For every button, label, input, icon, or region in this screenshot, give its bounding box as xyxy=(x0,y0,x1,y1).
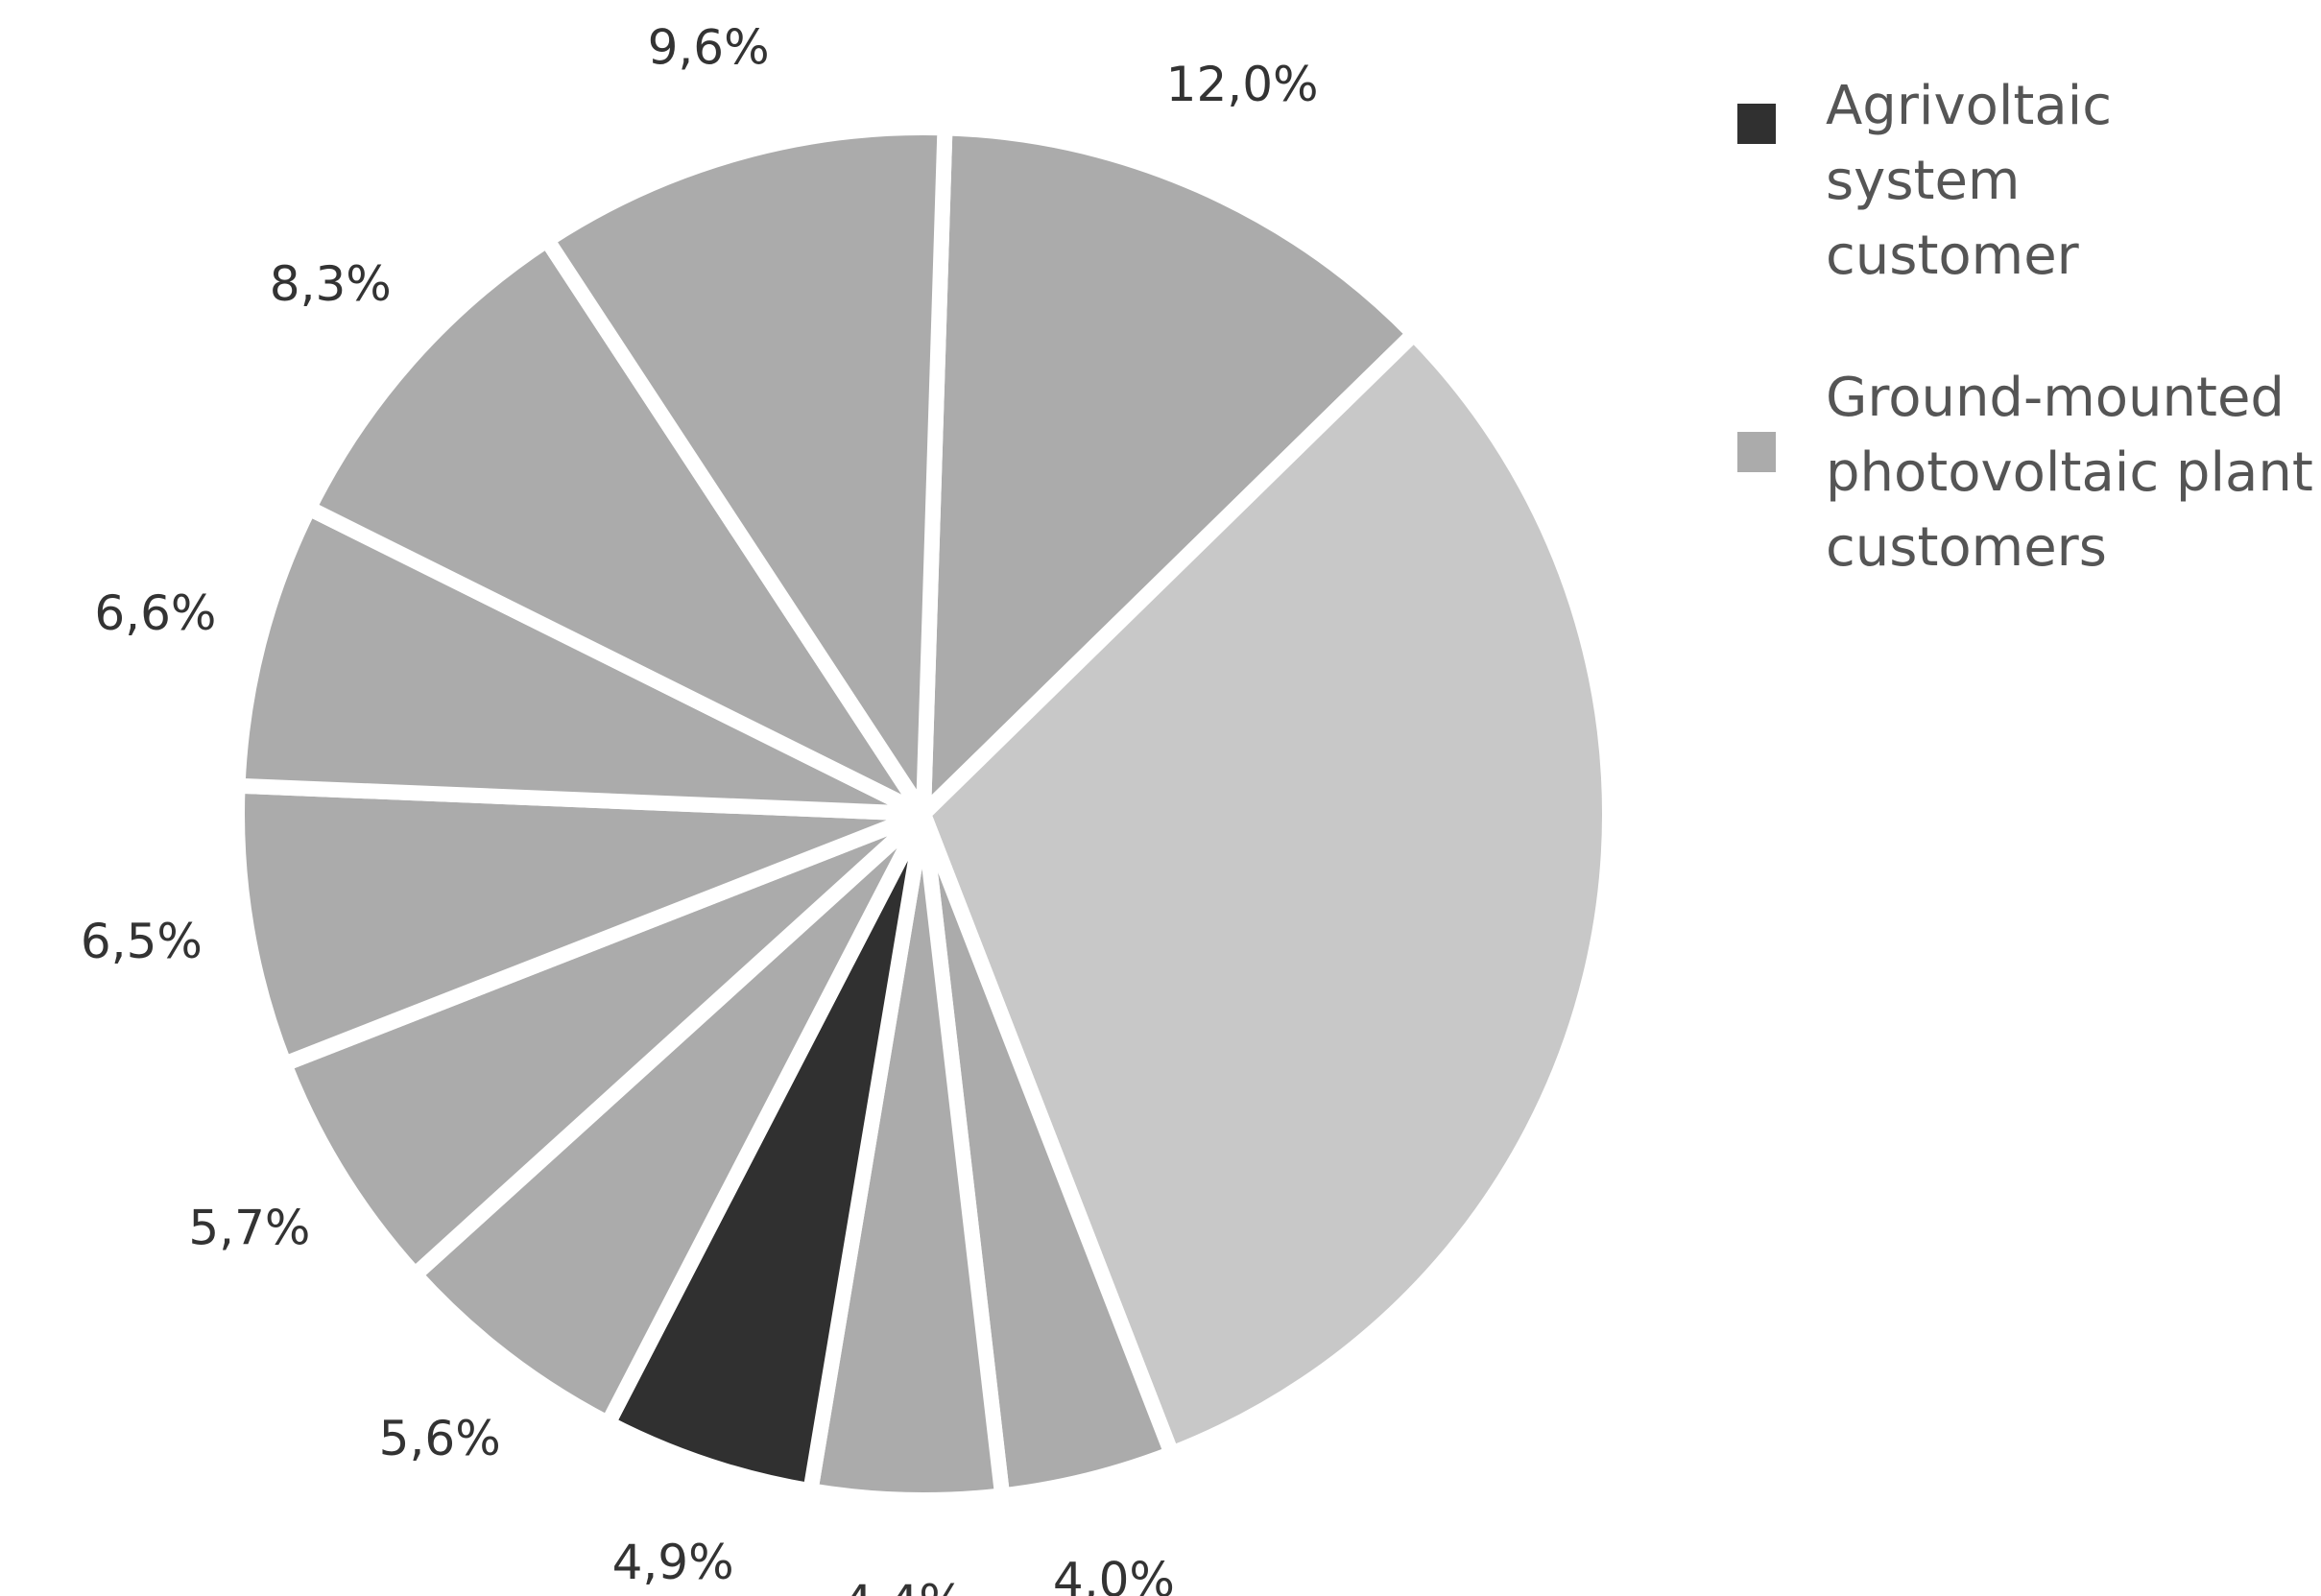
slice-label-8: 6,6% xyxy=(94,585,216,641)
slice-label-7: 6,5% xyxy=(81,914,203,969)
legend-swatch-ground-mounted xyxy=(1737,432,1776,472)
slice-label-3: 4,4% xyxy=(843,1575,965,1596)
legend: Agrivoltaic system customer Ground-mount… xyxy=(1737,69,2313,653)
slice-label-10: 9,6% xyxy=(648,19,770,75)
pie-slice-9 xyxy=(300,232,931,822)
legend-label-ground-mounted: Ground-mounted photovoltaic plant custom… xyxy=(1826,367,2313,579)
pie-slice-10 xyxy=(538,119,953,822)
legend-item-agrivoltaic: Agrivoltaic system customer xyxy=(1737,69,2313,294)
slice-label-5: 5,6% xyxy=(379,1411,501,1466)
pie-labels: 12,0% 4,0% 4,4% 4,9% 5,6% 5,7% 6,5% 6,6% 8,3% 9,6… xyxy=(81,19,1319,1596)
slice-label-9: 8,3% xyxy=(270,256,392,312)
pie-slice-0 xyxy=(916,120,1422,822)
pie-slices xyxy=(229,119,1617,1508)
legend-label-agrivoltaic: Agrivoltaic system customer xyxy=(1826,75,2113,287)
pie-slice-8 xyxy=(229,500,931,822)
pie-slice-4 xyxy=(600,806,931,1499)
pie-slice-7 xyxy=(229,777,931,1072)
slice-label-2: 4,0% xyxy=(1053,1552,1175,1596)
pie-slice-6 xyxy=(276,806,931,1283)
slice-label-4: 4,9% xyxy=(612,1535,734,1590)
pie-slice-5 xyxy=(407,806,931,1432)
legend-swatch-agrivoltaic xyxy=(1737,104,1776,144)
slice-label-0: 12,0% xyxy=(1166,57,1319,112)
pie-slice-1 xyxy=(916,325,1617,1462)
slice-label-6: 5,7% xyxy=(188,1201,310,1256)
legend-item-ground-mounted: Ground-mounted photovoltaic plant custom… xyxy=(1737,361,2313,585)
